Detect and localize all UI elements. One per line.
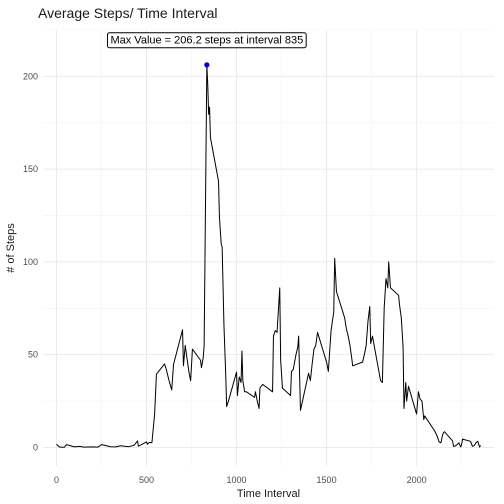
x-tick-label: 0 <box>54 475 59 485</box>
y-tick-label: 200 <box>23 71 38 81</box>
annotation-label: Max Value = 206.2 steps at interval 835 <box>110 34 303 46</box>
y-tick-label: 0 <box>33 442 38 452</box>
max-point-marker <box>204 62 210 68</box>
tick-labels: 0 500 1000 1500 2000 0 50 100 150 200 <box>23 71 427 485</box>
x-tick-label: 2000 <box>407 475 427 485</box>
x-axis-title: Time Interval <box>237 488 300 500</box>
chart-title: Average Steps/ Time Interval <box>38 5 218 21</box>
annotation-layer: Max Value = 206.2 steps at interval 835 <box>106 32 307 68</box>
grid-lines <box>43 29 494 466</box>
y-tick-label: 100 <box>23 257 38 267</box>
series-line <box>56 64 481 448</box>
y-tick-label: 50 <box>28 350 38 360</box>
annotation-box <box>106 32 307 49</box>
x-tick-label: 500 <box>139 475 154 485</box>
y-axis-title: # of Steps <box>5 223 17 273</box>
x-tick-label: 1000 <box>227 475 247 485</box>
plot-panel <box>43 30 494 466</box>
y-tick-label: 150 <box>23 164 38 174</box>
series-layer <box>56 64 481 448</box>
x-tick-label: 1500 <box>317 475 337 485</box>
